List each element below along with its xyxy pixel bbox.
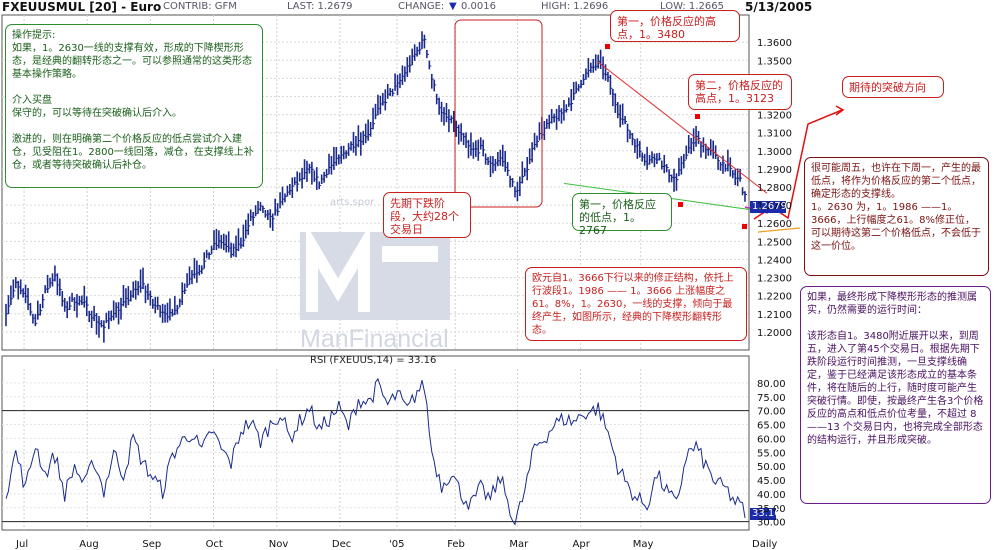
callout-link <box>757 227 801 233</box>
rsi-title: RSI (FXEUUS,14) = 33.16 <box>310 355 437 366</box>
first-high-box: 第一，价格反应的高点，1。3480 <box>610 10 740 42</box>
price-tick-label: 1.2600 <box>757 219 792 230</box>
rsi-value-tag <box>750 508 776 520</box>
marker-second-low <box>742 224 747 229</box>
timing-box: 如果，最终形成下降楔形形态的推测属实，仍然需要的运行时间： 该形态自1。3480… <box>800 286 991 504</box>
change-label: CHANGE: <box>398 0 445 14</box>
x-tick-label: Aug <box>79 539 99 550</box>
marker-first-high <box>605 44 610 49</box>
marker-second-high <box>695 114 700 119</box>
annotation-shapes <box>454 19 845 520</box>
x-tick-label: Dec <box>332 539 351 550</box>
price-tick-label: 1.3500 <box>757 56 792 67</box>
price-tick-label: 1.2500 <box>757 237 792 248</box>
expected-breakout-box: 期待的突破方向 <box>842 76 944 98</box>
correction-box: 欧元自1。3666下行以来的修正结构，依托上行波段1。1986 —— 1。366… <box>525 267 747 341</box>
last-price-tag <box>750 201 786 213</box>
watermark-m <box>306 224 370 312</box>
second-low-box: 很可能周五，也许在下周一，产生的最低点，将作为价格反应的第二个低点，确定形态的支… <box>804 157 989 276</box>
price-tick-label: 1.2400 <box>757 255 792 266</box>
price-tick-label: 1.2900 <box>757 165 792 176</box>
high-label: HIGH: 1.2696 <box>541 0 609 14</box>
decline-stage-rect <box>454 19 543 208</box>
header-date: 5/13/2005 <box>745 0 813 14</box>
last-label: LAST: 1.2679 <box>287 0 353 14</box>
price-tick-label: 1.2200 <box>757 292 792 303</box>
contrib-label: CONTRIB: GFM <box>163 0 237 14</box>
price-tick-label: 1.2100 <box>757 310 792 321</box>
x-tick-label: Sep <box>142 539 161 550</box>
x-tick-label: Jul <box>15 539 28 550</box>
rsi-tick-label: 80.00 <box>757 379 786 390</box>
rsi-tick-label: 55.00 <box>757 448 786 459</box>
watermark-brand: ManFinancial <box>300 325 449 353</box>
last-price-value: 1.2679 <box>752 201 787 212</box>
rsi-tick-label: 75.00 <box>757 393 786 404</box>
decline-stage-box: 先期下跌阶段，大约28个交易日 <box>383 192 471 238</box>
rsi-series <box>5 377 746 526</box>
second-high-box: 第二，价格反应的高点，1。3123 <box>688 74 792 110</box>
price-tick-label: 1.2300 <box>757 274 792 285</box>
rsi-tick-label: 30.00 <box>757 518 786 529</box>
symbol-title: FXEUUSMUL [20] - Euro <box>2 0 162 14</box>
rsi-tick-label: 65.00 <box>757 421 786 432</box>
price-tick-label: 1.3000 <box>757 147 792 158</box>
x-tick-label: May <box>633 539 654 550</box>
rsi-tick-label: 45.00 <box>757 476 786 487</box>
x-tick-label: Oct <box>206 539 223 550</box>
price-tick-label: 1.3600 <box>757 38 792 49</box>
price-tick-label: 1.2000 <box>757 328 792 339</box>
change-value: 0.0016 <box>461 0 496 14</box>
rsi-tick-label: 40.00 <box>757 490 786 501</box>
x-tick-label: Feb <box>447 539 465 550</box>
price-bars <box>5 31 747 343</box>
watermark: ManFinancial arts.spor <box>300 197 450 353</box>
breakout-arrowhead <box>835 105 845 116</box>
price-tick-label: 1.3100 <box>757 129 792 140</box>
rsi-tick-label: 60.00 <box>757 434 786 445</box>
rsi-tick-label: 35.00 <box>757 504 786 515</box>
resistance-line <box>597 61 768 194</box>
watermark-logo <box>300 232 450 320</box>
price-tick-label: 1.2800 <box>757 183 792 194</box>
x-tick-label: Daily <box>752 539 777 550</box>
x-tick-label: Nov <box>269 539 289 550</box>
x-tick-label: Mar <box>509 539 529 550</box>
first-low-box: 第一，价格反应的低点，1。2767 <box>572 193 672 237</box>
change-down-icon: ▼ <box>449 0 457 14</box>
operation-tips-box: 操作提示: 如果，1。2630一线的支撑有效，形成的下降楔形形态，是经典的翻转形… <box>5 24 263 188</box>
price-tick-label: 1.2700 <box>757 201 792 212</box>
rsi-tick-label: 70.00 <box>757 407 786 418</box>
x-tick-label: '05 <box>389 539 404 550</box>
watermark-source: arts.spor <box>330 197 375 208</box>
x-tick-label: Apr <box>573 539 591 550</box>
watermark-bar <box>382 246 438 262</box>
marker-first-low <box>678 202 683 207</box>
rsi-value: 33.16 <box>752 508 781 519</box>
rsi-tick-label: 50.00 <box>757 462 786 473</box>
rsi-line <box>5 377 746 526</box>
price-tick-label: 1.3200 <box>757 111 792 122</box>
